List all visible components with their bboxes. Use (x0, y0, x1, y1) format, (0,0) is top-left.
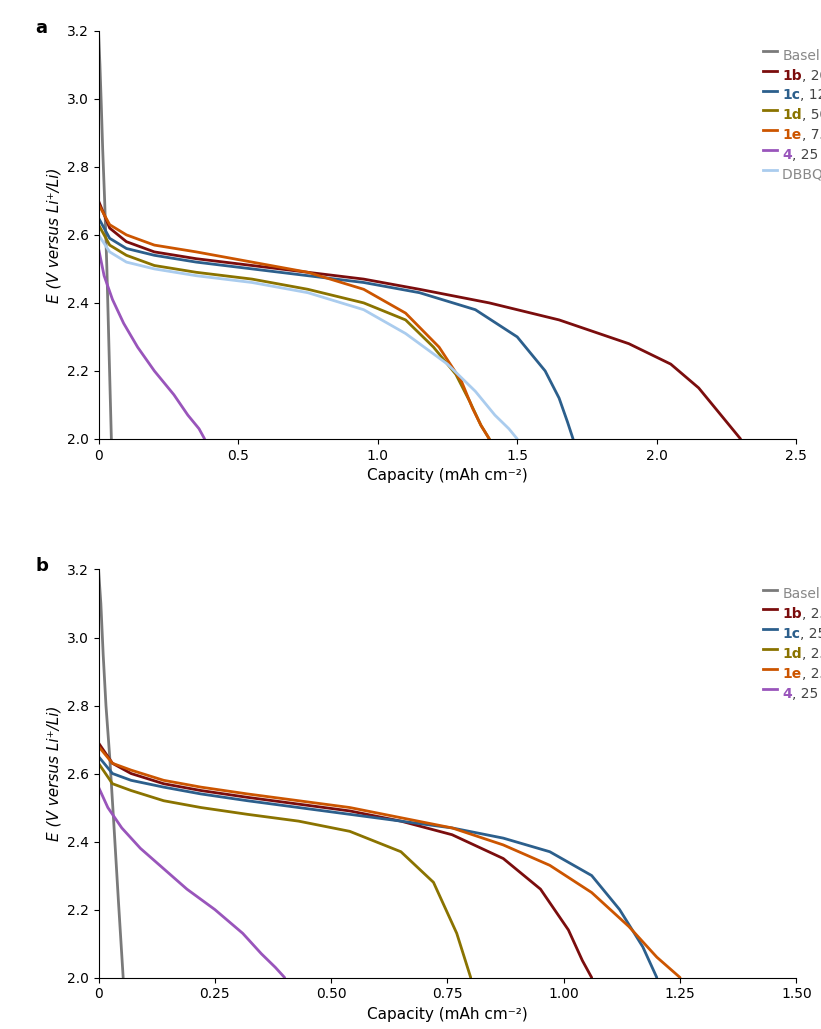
Text: , 50 mM: , 50 mM (802, 108, 821, 122)
X-axis label: Capacity (mAh cm⁻²): Capacity (mAh cm⁻²) (367, 468, 528, 484)
Text: 1c: 1c (782, 627, 800, 641)
Text: 4: 4 (782, 686, 792, 701)
Y-axis label: E (V versus Li⁺/Li): E (V versus Li⁺/Li) (46, 706, 62, 842)
Y-axis label: E (V versus Li⁺/Li): E (V versus Li⁺/Li) (46, 167, 62, 303)
Text: 1b: 1b (782, 69, 802, 82)
Text: , 200 mM: , 200 mM (802, 69, 821, 82)
Text: b: b (36, 558, 48, 575)
Text: , 25 mM: , 25 mM (802, 607, 821, 622)
Text: 1e: 1e (782, 128, 802, 142)
X-axis label: Capacity (mAh cm⁻²): Capacity (mAh cm⁻²) (367, 1006, 528, 1022)
Text: , 25 mM: , 25 mM (802, 667, 821, 681)
Legend: , , , , , : , , , , , (758, 578, 788, 702)
Text: , 25 mM: , 25 mM (792, 148, 821, 162)
Text: 1e: 1e (782, 667, 802, 681)
Text: a: a (36, 19, 48, 37)
Text: DBBQ, 20 mM: DBBQ, 20 mM (782, 168, 821, 182)
Text: , 25 mM: , 25 mM (802, 647, 821, 661)
Text: 1d: 1d (782, 647, 802, 661)
Text: , 25 mM: , 25 mM (792, 686, 821, 701)
Text: , 25 mM: , 25 mM (800, 627, 821, 641)
Text: 4: 4 (782, 148, 792, 162)
Text: 1c: 1c (782, 88, 800, 103)
Text: Baseline: Baseline (782, 48, 821, 63)
Legend: , , , , , , : , , , , , , (758, 39, 788, 183)
Text: 1b: 1b (782, 607, 802, 622)
Text: Baseline: Baseline (782, 588, 821, 601)
Text: , 125 mM: , 125 mM (800, 88, 821, 103)
Text: , 75 mM: , 75 mM (802, 128, 821, 142)
Text: 1d: 1d (782, 108, 802, 122)
